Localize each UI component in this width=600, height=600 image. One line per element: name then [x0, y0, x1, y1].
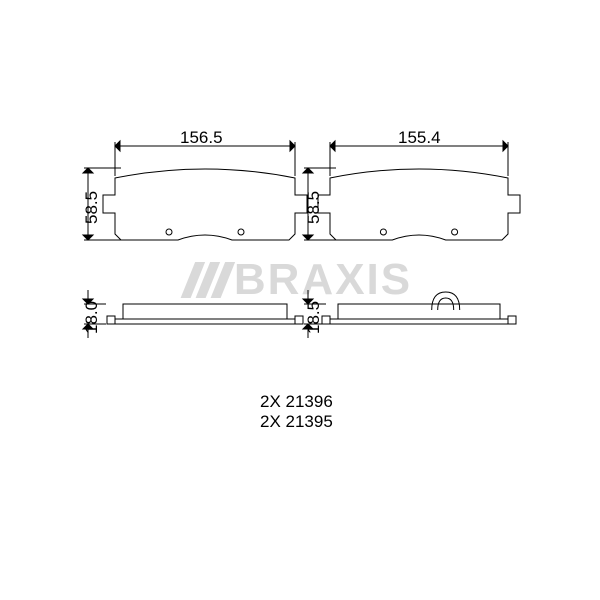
- dim-right-thickness: 18.5: [304, 301, 324, 334]
- dim-left-height: 58.5: [82, 191, 102, 224]
- part-number-1: 2X 21396: [260, 392, 333, 412]
- dim-right-width: 155.4: [398, 128, 441, 148]
- part-number-2: 2X 21395: [260, 412, 333, 432]
- dim-right-height: 58.5: [304, 191, 324, 224]
- dim-left-width: 156.5: [180, 128, 223, 148]
- dim-left-thickness: 18.0: [82, 301, 102, 334]
